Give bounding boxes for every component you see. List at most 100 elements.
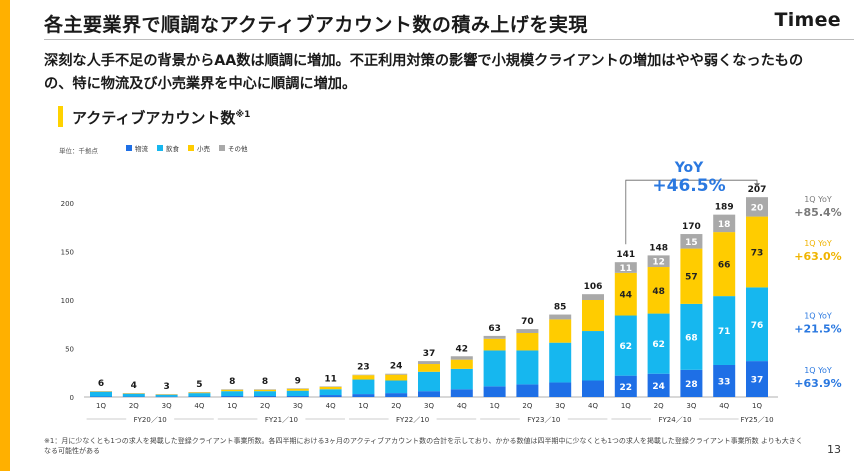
bar-segment: [647, 267, 670, 314]
bar-segment: [254, 389, 276, 392]
bar-segment: [680, 303, 703, 370]
bar-segment: [746, 287, 768, 362]
x-tick-label: 4Q: [457, 402, 467, 410]
x-tick-label: 2Q: [522, 402, 532, 410]
total-value-label: 63: [488, 324, 501, 334]
segment-value-label: 48: [652, 287, 665, 297]
bar-segment: [418, 371, 440, 392]
x-tick-label: 2Q: [654, 402, 664, 410]
x-tick-label: 4Q: [194, 402, 204, 410]
bar-segment: [286, 390, 309, 397]
y-tick-label: 150: [61, 249, 74, 257]
total-value-label: 106: [584, 282, 603, 292]
x-tick-label: 3Q: [162, 402, 172, 410]
bar-segment: [483, 386, 506, 397]
legend-label: 飲食: [166, 145, 179, 153]
bar-segment: [483, 335, 506, 339]
total-value-label: 4: [131, 381, 137, 391]
bar-segment: [254, 396, 276, 397]
total-value-label: 141: [616, 250, 635, 260]
legend-label: 物流: [135, 145, 148, 153]
legend-swatch: [126, 145, 132, 151]
bar-segment: [680, 248, 703, 304]
bar-segment: [385, 373, 408, 375]
fiscal-year-label: FY20／10: [134, 416, 167, 424]
bar-segment: [221, 389, 244, 392]
yoy-callout-value: +46.5%: [652, 176, 725, 196]
series-yoy-label: 1Q YoY: [804, 366, 832, 375]
bar-segment: [450, 368, 473, 390]
bar-segment: [90, 391, 112, 397]
title-divider: [44, 39, 854, 40]
segment-value-label: 28: [685, 380, 698, 390]
bar-segment: [647, 255, 670, 268]
bar-segment: [286, 396, 309, 397]
bar-segment: [418, 364, 440, 372]
bar-segment: [352, 394, 375, 397]
series-yoy-label: 1Q YoY: [804, 195, 832, 204]
total-value-label: 42: [456, 344, 469, 354]
bar-segment: [680, 369, 703, 397]
series-yoy-value: +21.5%: [794, 322, 841, 335]
bar-segment: [746, 197, 768, 217]
bar-segment: [582, 380, 604, 397]
x-tick-label: 1Q: [358, 402, 368, 410]
bar-segment: [614, 262, 637, 273]
legend-item: その他: [219, 143, 248, 153]
chart-legend: 物流 飲食 小売 その他: [126, 143, 248, 153]
yoy-callout-label: YoY: [674, 160, 704, 176]
legend-swatch: [188, 145, 194, 151]
bar-segment: [549, 342, 572, 383]
bar-segment: [450, 389, 473, 397]
segment-value-label: 44: [620, 291, 633, 301]
bar-segment: [352, 375, 375, 380]
bar-segment: [385, 380, 408, 394]
total-value-label: 11: [324, 374, 337, 384]
x-tick-label: 3Q: [293, 402, 303, 410]
bar-segment: [713, 364, 736, 397]
section-title-text: アクティブアカウント数: [72, 109, 236, 127]
x-tick-label: 4Q: [588, 402, 598, 410]
bar-segment: [516, 329, 539, 333]
bar-segment: [188, 392, 211, 394]
bar-segment: [614, 315, 637, 376]
segment-value-label: 71: [718, 327, 731, 337]
legend-swatch: [219, 145, 225, 151]
bar-segment: [582, 300, 604, 332]
segment-value-label: 37: [751, 376, 764, 386]
bar-segment: [680, 234, 703, 249]
bar-segment: [319, 386, 342, 390]
bar-segment: [614, 272, 637, 316]
segment-value-label: 57: [685, 273, 698, 283]
bar-segment: [450, 356, 473, 360]
x-tick-label: 2Q: [260, 402, 270, 410]
legend-item: 飲食: [157, 143, 179, 153]
yoy-arrowhead: [754, 183, 760, 188]
total-value-label: 37: [423, 349, 436, 359]
bar-segment: [319, 389, 342, 396]
total-value-label: 8: [262, 377, 268, 387]
footnote-text: ※1：月に少なくとも1つの求人を掲載した登録クライアント事業所数。各四半期におけ…: [44, 437, 803, 455]
fiscal-year-label: FY24／10: [658, 416, 691, 424]
bar-segment: [614, 375, 637, 397]
bar-segment: [122, 393, 145, 397]
y-tick-label: 0: [70, 394, 74, 402]
total-value-label: 189: [715, 203, 734, 213]
bar-segment: [713, 214, 736, 233]
total-value-label: 170: [682, 222, 701, 232]
segment-value-label: 76: [751, 321, 764, 331]
series-yoy-value: +63.0%: [794, 250, 841, 263]
bar-segment: [549, 314, 572, 320]
series-yoy-value: +63.9%: [794, 377, 841, 390]
segment-value-label: 24: [652, 382, 665, 392]
total-value-label: 3: [163, 382, 169, 392]
segment-value-label: 66: [718, 261, 731, 271]
bar-segment: [516, 384, 539, 397]
total-value-label: 8: [229, 377, 235, 387]
legend-label: その他: [228, 145, 248, 153]
section-title: アクティブアカウント数※1: [72, 107, 250, 128]
fiscal-year-label: FY23／10: [527, 416, 560, 424]
series-yoy-label: 1Q YoY: [804, 311, 832, 320]
y-tick-label: 100: [61, 297, 74, 305]
